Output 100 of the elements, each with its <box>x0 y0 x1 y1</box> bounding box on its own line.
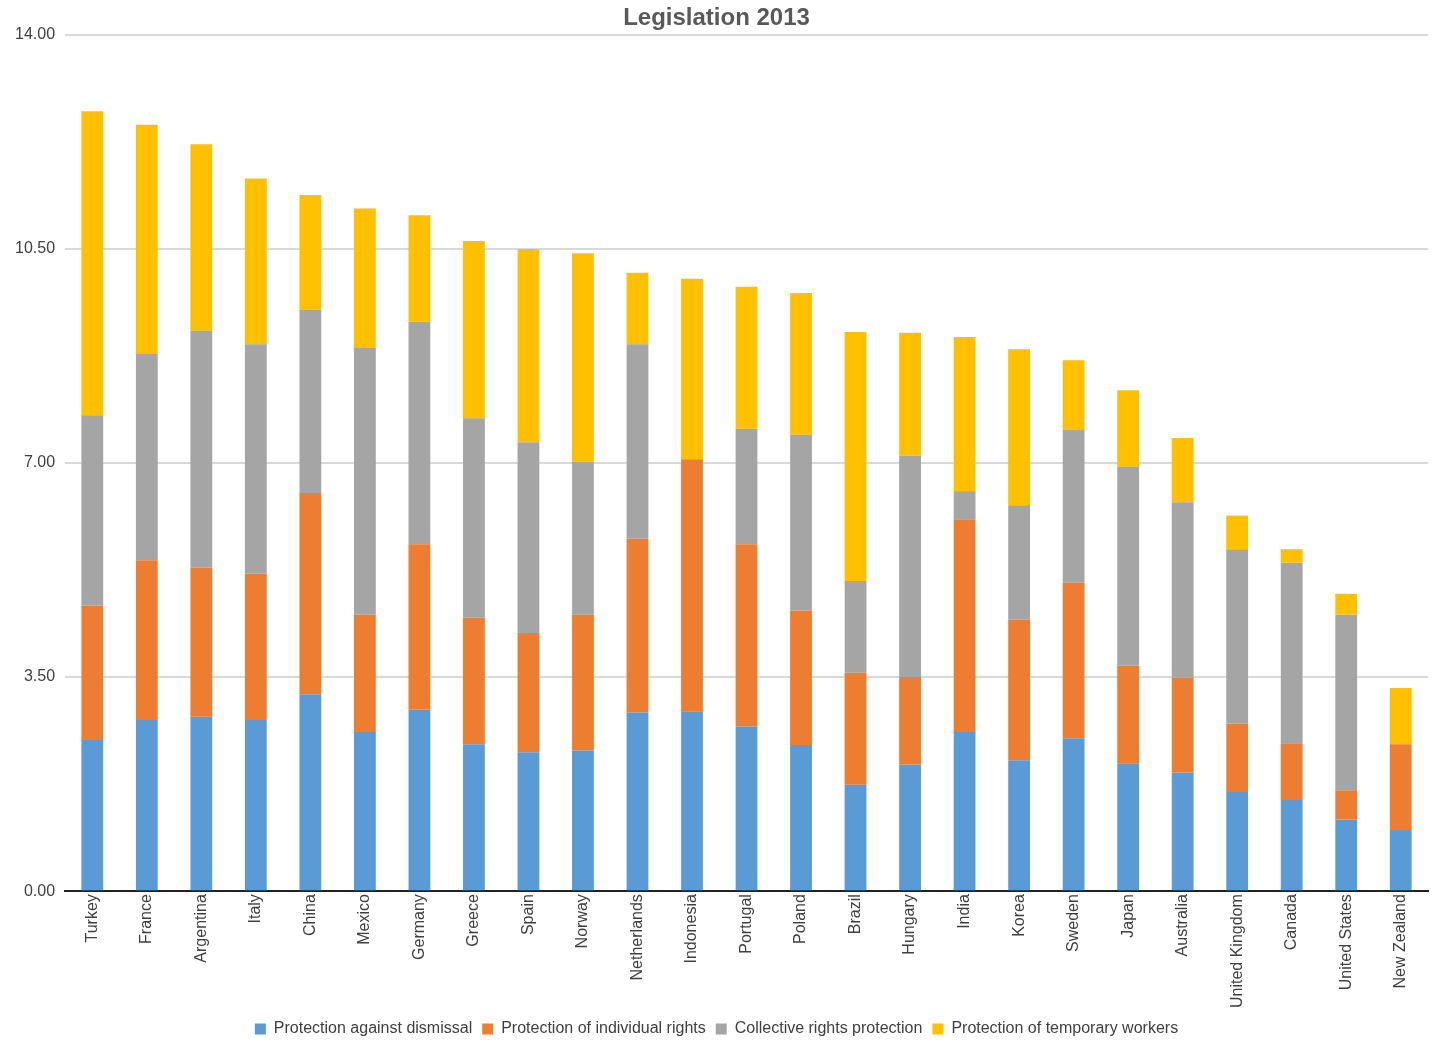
bar <box>135 719 158 891</box>
x-tick-label: India <box>955 894 972 929</box>
bar <box>953 491 976 520</box>
bar <box>953 732 976 891</box>
bar <box>517 633 540 753</box>
y-tick-label: 10.50 <box>14 239 56 257</box>
x-tick-label: Greece <box>464 894 482 947</box>
bar <box>1389 829 1412 891</box>
bar <box>790 434 812 611</box>
bar <box>1008 349 1031 506</box>
bar <box>735 544 758 727</box>
x-tick-label: Indonesia <box>682 894 700 964</box>
bar <box>572 614 594 751</box>
bar <box>463 617 485 745</box>
x-tick-label: Portugal <box>736 894 754 954</box>
x-tick-label: United Kingdom <box>1227 894 1245 1008</box>
bar <box>408 215 431 322</box>
bar <box>899 677 921 765</box>
bar <box>244 178 267 345</box>
y-tick-label: 7.00 <box>23 453 56 471</box>
bar <box>735 726 758 891</box>
y-tick-label: 0.00 <box>23 881 56 899</box>
bar <box>299 492 322 695</box>
bar <box>790 744 812 891</box>
legend-label: Protection against dismissal <box>273 1019 473 1037</box>
x-tick-label: Germany <box>409 894 427 960</box>
bar <box>1389 744 1412 830</box>
bar <box>626 344 649 539</box>
bar <box>1280 743 1303 801</box>
x-tick-label: New Zealand <box>1391 894 1409 989</box>
bar <box>190 567 213 717</box>
bar <box>1062 429 1085 583</box>
bar <box>1226 549 1249 724</box>
bar <box>81 740 104 891</box>
bar <box>299 309 322 493</box>
bar <box>844 332 867 582</box>
bar <box>899 764 921 891</box>
bar <box>953 336 976 492</box>
bar <box>626 712 649 891</box>
bar <box>1117 763 1140 891</box>
bar <box>190 330 213 568</box>
bar <box>1226 792 1249 891</box>
bar <box>1335 819 1358 891</box>
bar <box>953 519 976 733</box>
bar <box>844 581 867 673</box>
bar <box>1062 582 1085 739</box>
bar <box>463 744 485 891</box>
legend-label: Protection of individual rights <box>501 1019 706 1037</box>
bar <box>844 672 867 785</box>
bar <box>626 538 649 713</box>
x-tick-label: Hungary <box>900 894 918 955</box>
bar <box>1171 437 1194 503</box>
bar <box>790 610 812 745</box>
bar <box>190 144 213 331</box>
bar <box>190 716 213 891</box>
bar <box>626 272 649 345</box>
bar <box>572 461 594 615</box>
x-tick-label: Australia <box>1173 894 1191 957</box>
x-tick-label: Korea <box>1009 894 1027 937</box>
bar <box>844 784 867 891</box>
bar <box>1171 772 1194 891</box>
bar <box>517 752 540 891</box>
bar <box>408 321 431 545</box>
bar <box>353 614 376 733</box>
bar <box>735 428 758 545</box>
bar <box>463 240 485 419</box>
x-tick-label: Brazil <box>845 894 863 935</box>
bar <box>1171 502 1194 678</box>
bar <box>1280 549 1303 563</box>
bar <box>353 732 376 891</box>
x-tick-label: Netherlands <box>627 894 645 981</box>
bar <box>1389 688 1412 745</box>
bar <box>1008 760 1031 891</box>
bar <box>1117 665 1140 764</box>
bar <box>1008 619 1031 761</box>
x-tick-label: Canada <box>1282 894 1300 951</box>
legend-label: Protection of temporary workers <box>951 1019 1179 1037</box>
bar <box>463 418 485 618</box>
x-tick-label: Poland <box>791 894 809 944</box>
bar <box>681 711 703 891</box>
x-tick-label: Turkey <box>82 894 100 943</box>
bar <box>81 415 104 606</box>
bar <box>1226 515 1249 550</box>
x-tick-label: France <box>137 894 155 944</box>
chart-title: Legislation 2013 <box>623 3 810 31</box>
bar <box>1335 790 1358 820</box>
legend-label: Collective rights protection <box>734 1019 923 1037</box>
bar <box>408 544 431 710</box>
x-tick-label: Norway <box>573 894 591 949</box>
bar <box>1117 466 1140 666</box>
bar <box>899 455 921 678</box>
bar <box>135 560 158 720</box>
x-tick-label: Mexico <box>355 894 373 945</box>
x-tick-label: Argentina <box>191 894 209 963</box>
bar <box>135 124 158 355</box>
bar <box>244 573 267 720</box>
bar <box>681 459 703 712</box>
bar <box>1335 614 1358 791</box>
bar <box>1280 800 1303 891</box>
bar <box>735 286 758 429</box>
